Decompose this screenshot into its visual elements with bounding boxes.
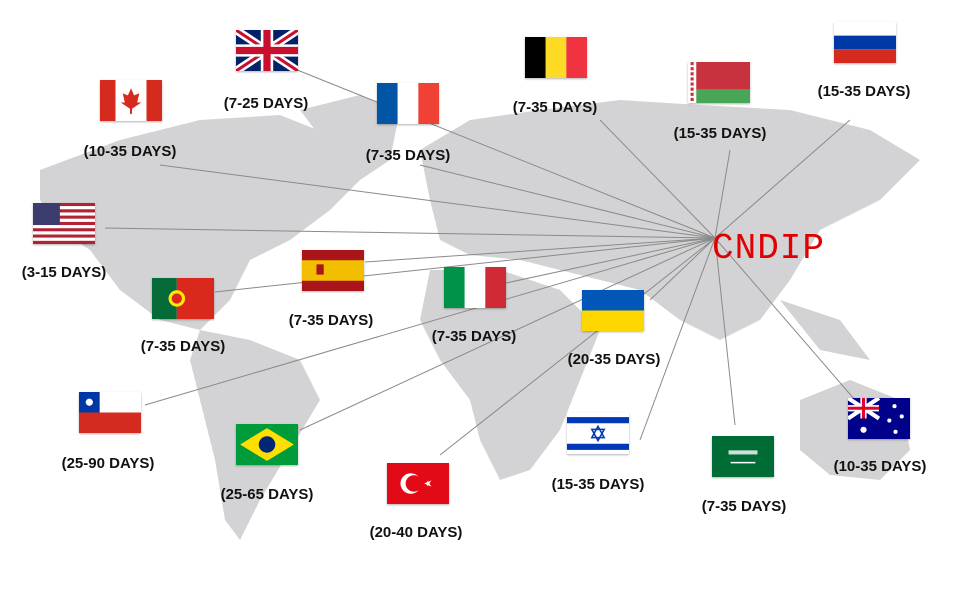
- delivery-days-label: (7-35 DAYS): [288, 312, 374, 329]
- delivery-days-label: (7-35 DAYS): [140, 338, 226, 355]
- delivery-days-label: (15-35 DAYS): [673, 125, 767, 142]
- route-line: [419, 164, 716, 239]
- route-line: [104, 227, 716, 239]
- russia-flag: [834, 22, 896, 63]
- italy-flag: [444, 267, 506, 308]
- route-line: [439, 237, 716, 456]
- route-line: [299, 237, 716, 431]
- canada-flag: [100, 80, 162, 121]
- uk-flag: [236, 30, 298, 71]
- belgium-flag: [525, 37, 587, 78]
- delivery-days-label: (10-35 DAYS): [83, 143, 177, 160]
- route-line: [144, 237, 716, 406]
- route-line: [639, 237, 716, 441]
- delivery-days-label: (20-35 DAYS): [567, 351, 661, 368]
- delivery-days-label: (25-90 DAYS): [61, 455, 155, 472]
- route-line: [159, 164, 716, 239]
- brazil-flag: [236, 424, 298, 465]
- delivery-days-label: (7-35 DAYS): [512, 99, 598, 116]
- delivery-days-label: (7-35 DAYS): [701, 498, 787, 515]
- route-line: [714, 119, 851, 239]
- delivery-days-label: (3-15 DAYS): [21, 264, 107, 281]
- spain-flag: [302, 250, 364, 291]
- delivery-days-label: (7-35 DAYS): [431, 328, 517, 345]
- route-line: [714, 237, 736, 426]
- hub-label: CNDIP: [712, 228, 826, 269]
- route-line: [649, 237, 716, 301]
- route-line: [714, 149, 731, 239]
- saudi-flag: [712, 436, 774, 477]
- delivery-days-label: (7-25 DAYS): [223, 95, 309, 112]
- delivery-days-label: (7-35 DAYS): [365, 147, 451, 164]
- australia-flag: [848, 398, 910, 439]
- route-line: [364, 237, 716, 263]
- france-flag: [377, 83, 439, 124]
- chile-flag: [79, 392, 141, 433]
- route-line: [714, 237, 856, 401]
- delivery-days-label: (15-35 DAYS): [817, 83, 911, 100]
- turkey-flag: [387, 463, 449, 504]
- route-line: [259, 54, 716, 239]
- delivery-days-label: (10-35 DAYS): [833, 458, 927, 475]
- portugal-flag: [152, 278, 214, 319]
- delivery-days-label: (20-40 DAYS): [369, 524, 463, 541]
- delivery-days-label: (15-35 DAYS): [551, 476, 645, 493]
- usa-flag: [33, 203, 95, 244]
- israel-flag: [567, 413, 629, 454]
- route-line: [214, 237, 716, 293]
- route-line: [505, 237, 716, 284]
- delivery-days-label: (25-65 DAYS): [220, 486, 314, 503]
- ukraine-flag: [582, 290, 644, 331]
- belarus-flag: [688, 62, 750, 103]
- route-line: [599, 119, 716, 239]
